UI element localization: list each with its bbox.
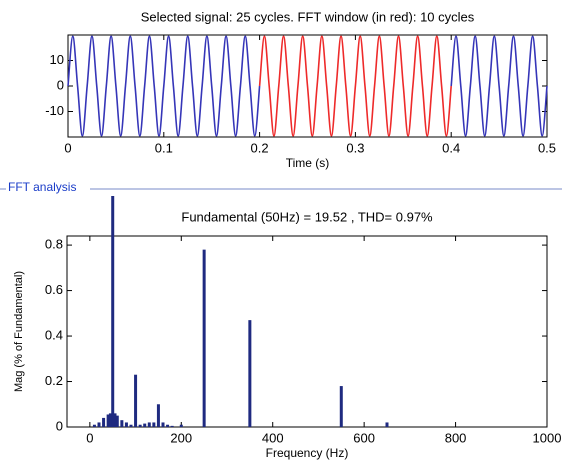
spectrum-bar xyxy=(248,320,252,427)
chart-title: Selected signal: 25 cycles. FFT window (… xyxy=(141,9,475,24)
x-tick-label: 0.4 xyxy=(442,140,460,155)
y-tick-label: 10 xyxy=(50,52,64,67)
y-tick-label: 0.2 xyxy=(45,373,63,388)
spectrum-bar xyxy=(97,422,101,427)
spectrum-bar xyxy=(115,415,119,427)
spectrum-bar xyxy=(92,424,96,427)
spectrum-bar xyxy=(106,414,110,427)
y-axis-label: Mag (% of Fundamental) xyxy=(13,271,25,392)
spectrum-bar xyxy=(120,420,124,427)
x-tick-label: 600 xyxy=(353,430,375,445)
x-tick-label: 0.5 xyxy=(538,140,556,155)
spectrum-bar xyxy=(113,413,117,427)
x-tick-label: 0.3 xyxy=(346,140,364,155)
spectrum-bar xyxy=(102,417,106,427)
spectrum-bar xyxy=(108,413,112,427)
x-tick-label: 0 xyxy=(64,140,71,155)
y-tick-label: 0 xyxy=(57,77,64,92)
spectrum-bar xyxy=(161,422,165,427)
y-tick-label: -10 xyxy=(45,103,64,118)
spectrum-bar xyxy=(202,249,206,427)
spectrum-bar xyxy=(179,424,183,427)
x-tick-label: 0.2 xyxy=(251,140,269,155)
x-tick-label: 1000 xyxy=(533,430,562,445)
x-tick-label: 0 xyxy=(86,430,93,445)
spectrum-bar xyxy=(170,425,174,427)
chart-title: Fundamental (50Hz) = 19.52 , THD= 0.97% xyxy=(181,209,433,224)
spectrum-bar xyxy=(138,424,142,427)
x-axis-label: Time (s) xyxy=(286,156,330,170)
spectrum-bar xyxy=(129,424,133,427)
spectrum-bar xyxy=(147,422,151,427)
x-tick-label: 200 xyxy=(170,430,192,445)
spectrum-bar xyxy=(152,422,156,427)
plot-area xyxy=(66,235,548,428)
signal-line xyxy=(67,35,261,137)
y-tick-label: 0.4 xyxy=(45,327,63,342)
signal-line xyxy=(258,35,452,137)
y-tick-label: 0 xyxy=(56,418,63,433)
y-tick-label: 0.6 xyxy=(45,282,63,297)
group-label-bg xyxy=(6,181,90,195)
spectrum-bar xyxy=(124,422,128,427)
x-tick-label: 800 xyxy=(445,430,467,445)
spectrum-bar xyxy=(134,374,138,427)
spectrum-bar xyxy=(156,404,160,427)
signal-line xyxy=(450,35,548,137)
group-label: FFT analysis xyxy=(8,180,76,194)
y-tick-label: 0.8 xyxy=(45,237,63,252)
x-tick-label: 400 xyxy=(262,430,284,445)
spectrum-bar xyxy=(111,196,115,427)
x-axis-label: Frequency (Hz) xyxy=(266,446,349,460)
spectrum-bar xyxy=(143,423,147,427)
x-tick-label: 0.1 xyxy=(155,140,173,155)
spectrum-bar xyxy=(385,422,389,427)
spectrum-bar xyxy=(339,386,343,427)
spectrum-bar xyxy=(166,424,170,427)
